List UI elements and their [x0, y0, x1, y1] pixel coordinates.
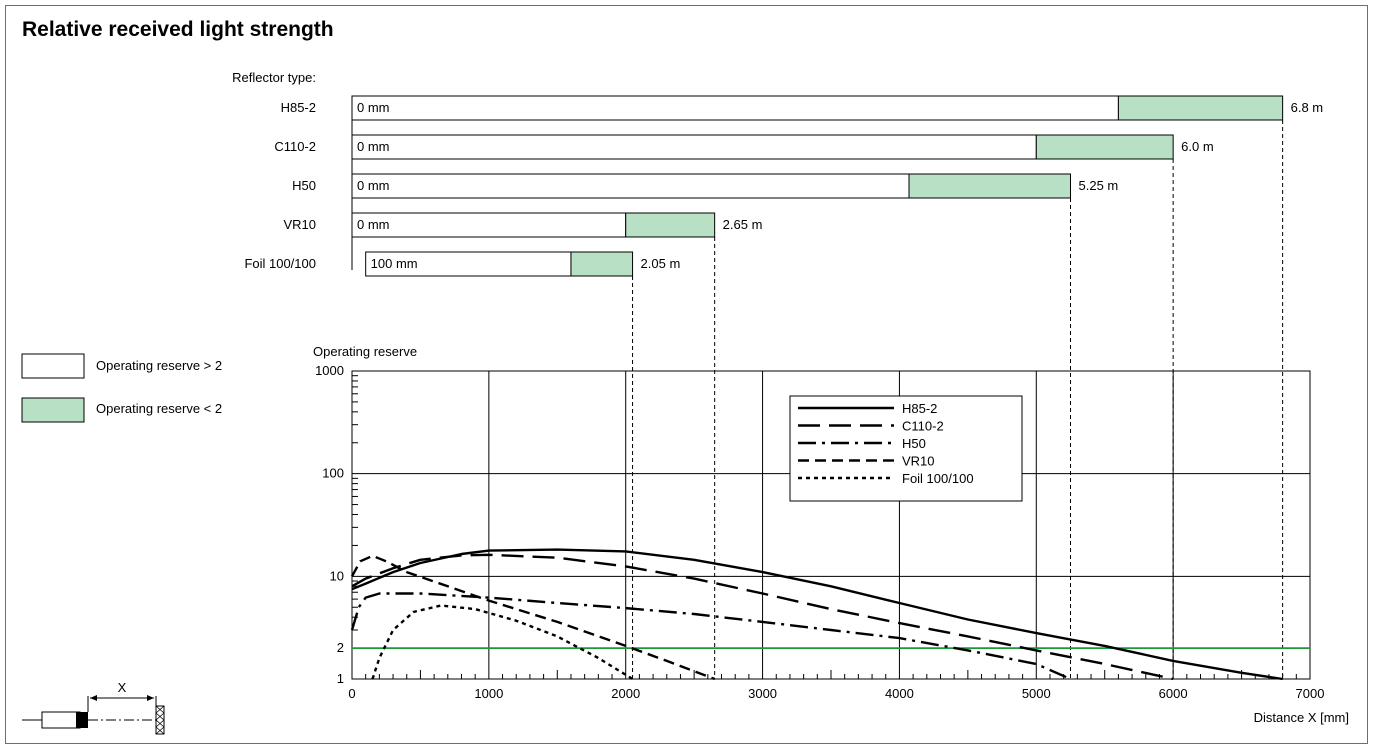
bar-low-h85-2 [1117, 95, 1284, 121]
legend-label-vr10: VR10 [902, 454, 935, 469]
y-tick-label-10: 10 [330, 568, 344, 583]
series-line-c110-2 [351, 553, 1174, 681]
key-low-label: Operating reserve < 2 [96, 401, 222, 416]
bar-end-label-vr10: 2.65 m [723, 217, 763, 232]
reserve-key: Operating reserve > 2 Operating reserve … [21, 353, 222, 423]
page-title: Relative received light strength [22, 18, 334, 41]
bar-high-h85-2 [351, 95, 1119, 121]
bar-low-foil-100-100 [570, 251, 634, 277]
bar-high-c110-2 [351, 134, 1037, 160]
distance-x-label: X [118, 680, 127, 695]
bar-end-label-foil-100-100: 2.05 m [641, 256, 681, 271]
bar-end-label-c110-2: 6.0 m [1181, 139, 1214, 154]
bar-start-label-foil-100-100: 100 mm [371, 256, 418, 271]
bar-label-h85-2: H85-2 [281, 100, 316, 115]
sensor-schematic: X [22, 680, 165, 735]
series-line-vr10 [350, 554, 716, 681]
sensor-body [41, 711, 81, 729]
bar-low-h50 [908, 173, 1071, 199]
legend-box [789, 395, 1023, 502]
x-tick-label-0: 0 [348, 686, 355, 701]
y-axis-label: Operating reserve [313, 344, 417, 359]
x-tick-label-4000: 4000 [885, 686, 914, 701]
key-high-swatch [21, 353, 85, 379]
y-tick-label-2: 2 [337, 640, 344, 655]
reflector-icon [155, 705, 165, 735]
bar-high-h50 [351, 173, 910, 199]
legend: H85-2 C110-2 H50 VR10 Foil 100/100 [789, 395, 1023, 502]
reflector-bars: Reflector type: H85-2 0 mm 6.8 m C110-2 0 mm… [232, 70, 1323, 679]
x-tick-label-3000: 3000 [748, 686, 777, 701]
legend-label-h50: H50 [902, 436, 926, 451]
x-tick-label-6000: 6000 [1159, 686, 1188, 701]
bar-label-foil-100-100: Foil 100/100 [244, 256, 316, 271]
bar-label-vr10: VR10 [283, 217, 316, 232]
reflector-type-header: Reflector type: [232, 70, 316, 85]
bar-start-label-c110-2: 0 mm [357, 139, 390, 154]
plot-area: 0 1000 2000 3000 4000 5000 6000 7000 1 2 10 100 1000… [313, 344, 1349, 725]
bar-label-c110-2: C110-2 [274, 139, 316, 154]
chart-frame [5, 5, 1368, 744]
bar-start-label-h50: 0 mm [357, 178, 390, 193]
x-axis-label: Distance X [mm] [1254, 710, 1349, 725]
x-tick-label-5000: 5000 [1022, 686, 1051, 701]
bar-low-c110-2 [1035, 134, 1174, 160]
legend-label-c110-2: C110-2 [902, 419, 944, 434]
y-tick-label-100: 100 [322, 466, 344, 481]
legend-label-foil-100-100: Foil 100/100 [902, 471, 974, 486]
bar-high-vr10 [351, 212, 627, 238]
bar-end-label-h50: 5.25 m [1079, 178, 1119, 193]
key-high-label: Operating reserve > 2 [96, 358, 222, 373]
legend-label-h85-2: H85-2 [902, 401, 937, 416]
series-line-h50 [350, 592, 1071, 681]
bar-low-vr10 [625, 212, 716, 238]
y-tick-label-1: 1 [337, 671, 344, 686]
x-tick-label-2000: 2000 [611, 686, 640, 701]
series-line-foil-100-100 [371, 604, 634, 681]
key-low-swatch [21, 397, 85, 423]
y-tick-label-1000: 1000 [315, 363, 344, 378]
bar-start-label-h85-2: 0 mm [357, 100, 390, 115]
series-line-h85-2 [351, 548, 1283, 681]
bar-start-label-vr10: 0 mm [357, 217, 390, 232]
bar-label-h50: H50 [292, 178, 316, 193]
x-tick-label-1000: 1000 [474, 686, 503, 701]
series-group [350, 548, 1283, 681]
sensor-lens [76, 712, 88, 728]
bar-end-label-h85-2: 6.8 m [1291, 100, 1324, 115]
x-tick-label-7000: 7000 [1296, 686, 1325, 701]
